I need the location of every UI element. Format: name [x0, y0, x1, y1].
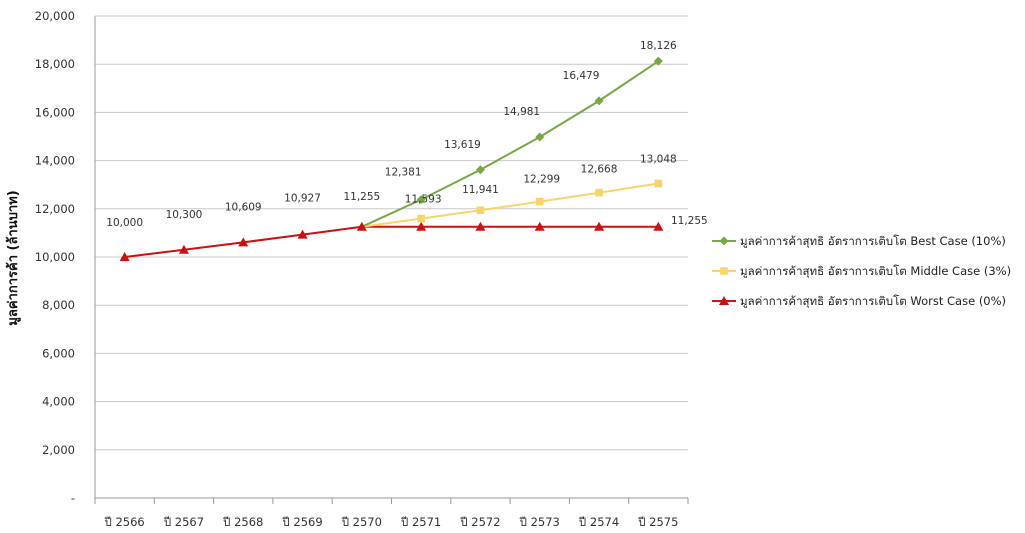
- data-label: 18,126: [640, 40, 677, 52]
- data-label: 12,668: [581, 164, 618, 176]
- y-tick-label: 18,000: [35, 57, 75, 71]
- data-label: 11,593: [405, 194, 442, 206]
- data-point-marker: [417, 214, 425, 223]
- series-markers: [119, 56, 664, 261]
- legend-label: มูลค่าการค้าสุทธิ อัตราการเติบโต Worst C…: [740, 294, 1006, 308]
- data-label: 11,255: [343, 191, 380, 203]
- series-line: [124, 225, 659, 258]
- data-point-marker: [475, 221, 486, 231]
- y-tick-label: 12,000: [35, 202, 75, 216]
- data-label: 16,479: [563, 70, 600, 82]
- y-tick-label: 20,000: [35, 9, 75, 23]
- data-labels: 12,381 13,619 14,981 16,479 18,126 11,593 11,9…: [106, 40, 707, 229]
- y-tick-label: 10,000: [35, 250, 75, 264]
- data-point-marker: [534, 221, 545, 231]
- data-point-marker: [475, 165, 485, 175]
- data-point-marker: [595, 188, 603, 197]
- data-point-marker: [653, 221, 664, 231]
- data-label: 10,927: [284, 193, 321, 205]
- y-tick-label: 6,000: [42, 346, 75, 360]
- legend-swatch-marker: [720, 267, 728, 275]
- x-tick-label: ปี 2571: [400, 515, 441, 529]
- data-point-marker: [178, 244, 189, 254]
- data-point-marker: [119, 252, 130, 261]
- data-label: 10,609: [225, 201, 262, 213]
- data-label: 11,255: [671, 215, 708, 227]
- data-label: 11,941: [462, 184, 499, 196]
- series-line: [361, 60, 659, 228]
- y-tick-label: 16,000: [35, 105, 75, 119]
- x-tick-label: ปี 2566: [104, 515, 145, 529]
- y-tick-label: 2,000: [42, 443, 75, 457]
- data-point-marker: [654, 179, 663, 188]
- axes: [94, 16, 689, 504]
- y-tick-labels: - 2,000 4,000 6,000 8,000 10,000 12,000 14,000 1…: [35, 9, 75, 505]
- series-lines: [124, 60, 659, 258]
- y-axis-title: มูลค่าการค้า (ล้านบาท): [5, 190, 21, 325]
- x-tick-labels: ปี 2566 ปี 2567 ปี 2568 ปี 2569 ปี 2570 ปี 25…: [104, 515, 679, 529]
- legend-label: มูลค่าการค้าสุทธิ อัตราการเติบโต Best Ca…: [740, 234, 1006, 248]
- data-label: 10,000: [106, 217, 143, 229]
- data-point-marker: [653, 56, 663, 66]
- data-label: 14,981: [503, 106, 540, 118]
- x-tick-label: ปี 2572: [460, 515, 501, 529]
- data-label: 12,299: [523, 174, 560, 186]
- legend: มูลค่าการค้าสุทธิ อัตราการเติบโต Best Ca…: [712, 234, 1011, 308]
- legend-swatch-marker: [719, 296, 729, 305]
- data-label: 12,381: [385, 167, 422, 179]
- y-tick-label: 8,000: [42, 298, 75, 312]
- data-point-marker: [416, 221, 427, 231]
- data-point-marker: [594, 96, 604, 106]
- x-tick-label: ปี 2569: [282, 515, 323, 529]
- data-point-marker: [356, 221, 367, 231]
- gridlines: [95, 15, 688, 451]
- legend-label: มูลค่าการค้าสุทธิ อัตราการเติบโต Middle …: [740, 264, 1011, 278]
- data-point-marker: [297, 229, 308, 239]
- series-line: [361, 182, 659, 228]
- x-tick-label: ปี 2575: [637, 515, 678, 529]
- data-point-marker: [535, 197, 544, 206]
- x-tick-label: ปี 2573: [519, 515, 560, 529]
- data-label: 13,048: [640, 154, 677, 166]
- y-tick-label: -: [71, 491, 75, 505]
- y-tick-label: 4,000: [42, 395, 75, 409]
- x-tick-label: ปี 2568: [222, 515, 263, 529]
- data-point-marker: [594, 221, 605, 231]
- data-point-marker: [416, 195, 426, 205]
- x-tick-label: ปี 2567: [163, 515, 204, 529]
- data-point-marker: [476, 206, 485, 215]
- legend-swatch-marker: [719, 236, 729, 246]
- y-tick-label: 14,000: [35, 154, 75, 168]
- data-label: 13,619: [444, 139, 481, 151]
- data-point-marker: [238, 237, 249, 247]
- x-tick-label: ปี 2570: [341, 515, 382, 529]
- data-label: 10,300: [166, 209, 203, 221]
- x-tick-label: ปี 2574: [578, 515, 619, 529]
- data-point-marker: [535, 132, 545, 142]
